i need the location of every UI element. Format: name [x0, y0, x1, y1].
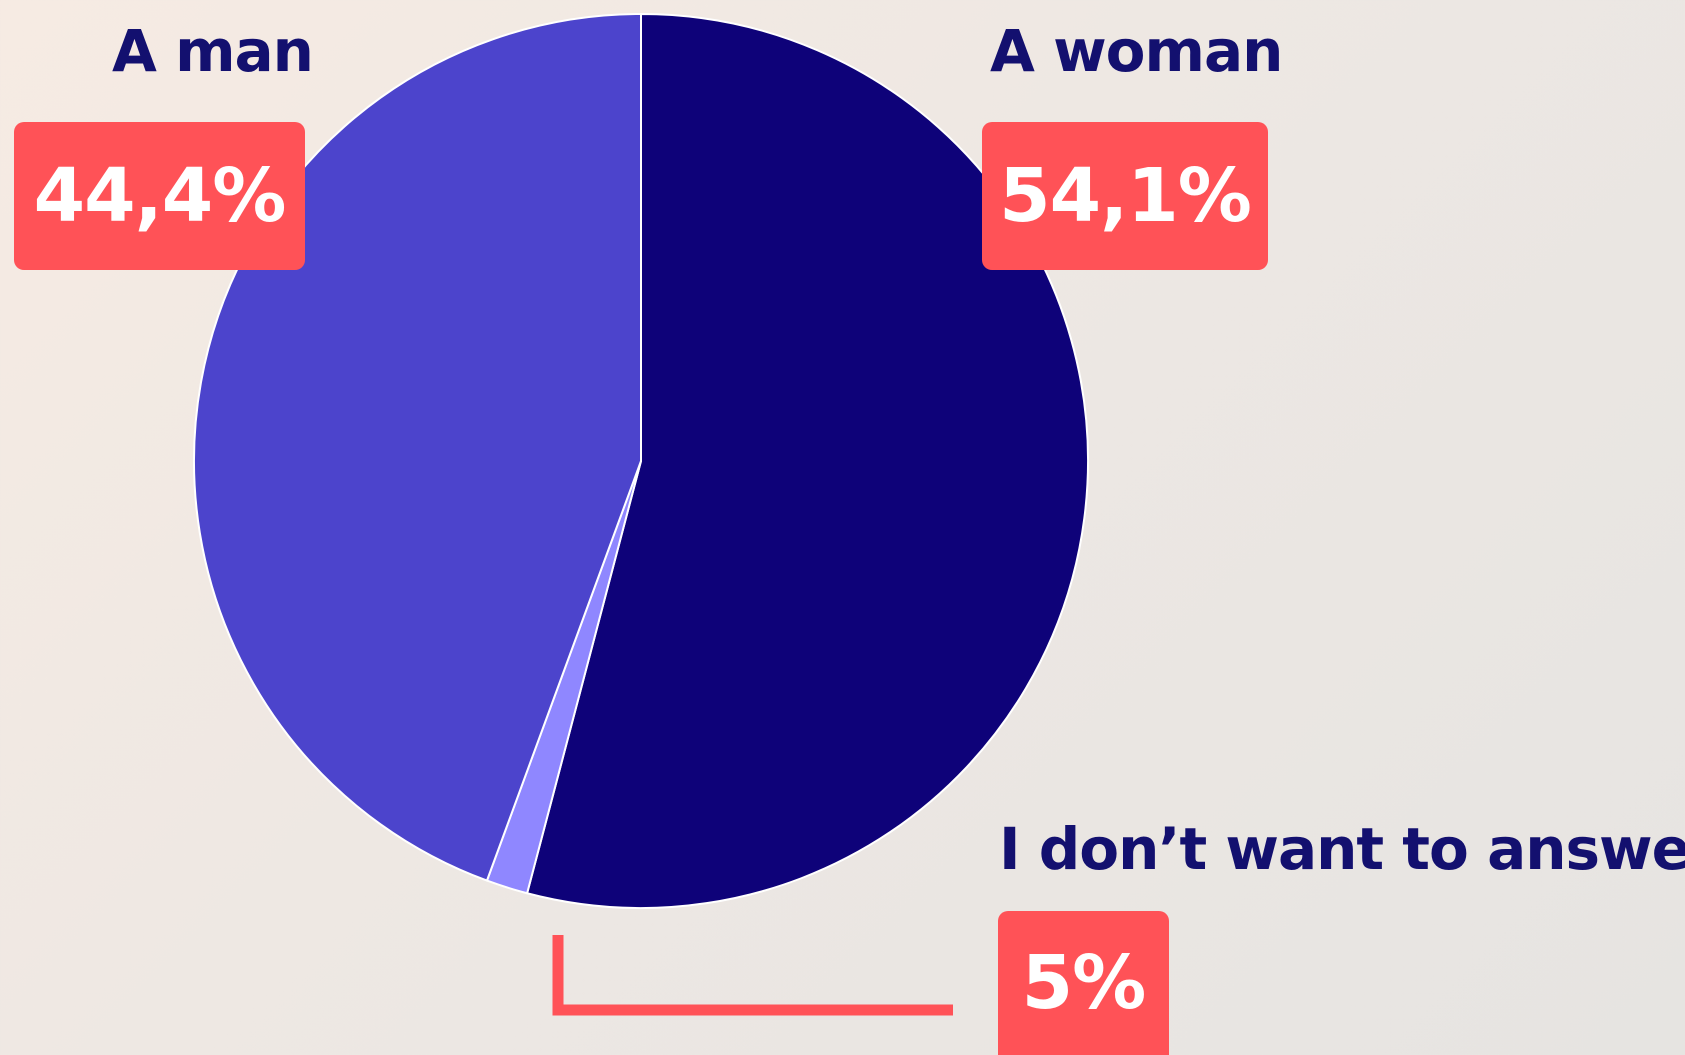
category-label-woman: A woman: [990, 17, 1283, 85]
value-label-no-answer: 5%: [1021, 940, 1147, 1026]
pie-slice-man: [193, 13, 642, 882]
leader-line-no-answer: [552, 935, 953, 1016]
value-badge-man: 44,4%: [14, 122, 305, 270]
pie-slice-woman: [526, 13, 1089, 909]
category-label-no-answer: I don’t want to answer: [999, 815, 1685, 883]
value-label-woman: 54,1%: [999, 153, 1252, 239]
value-badge-no-answer: 5%: [998, 911, 1169, 1055]
value-badge-woman: 54,1%: [982, 122, 1268, 270]
pie-slices: [193, 13, 1089, 909]
value-label-man: 44,4%: [33, 153, 287, 239]
category-label-man: A man: [112, 17, 314, 85]
